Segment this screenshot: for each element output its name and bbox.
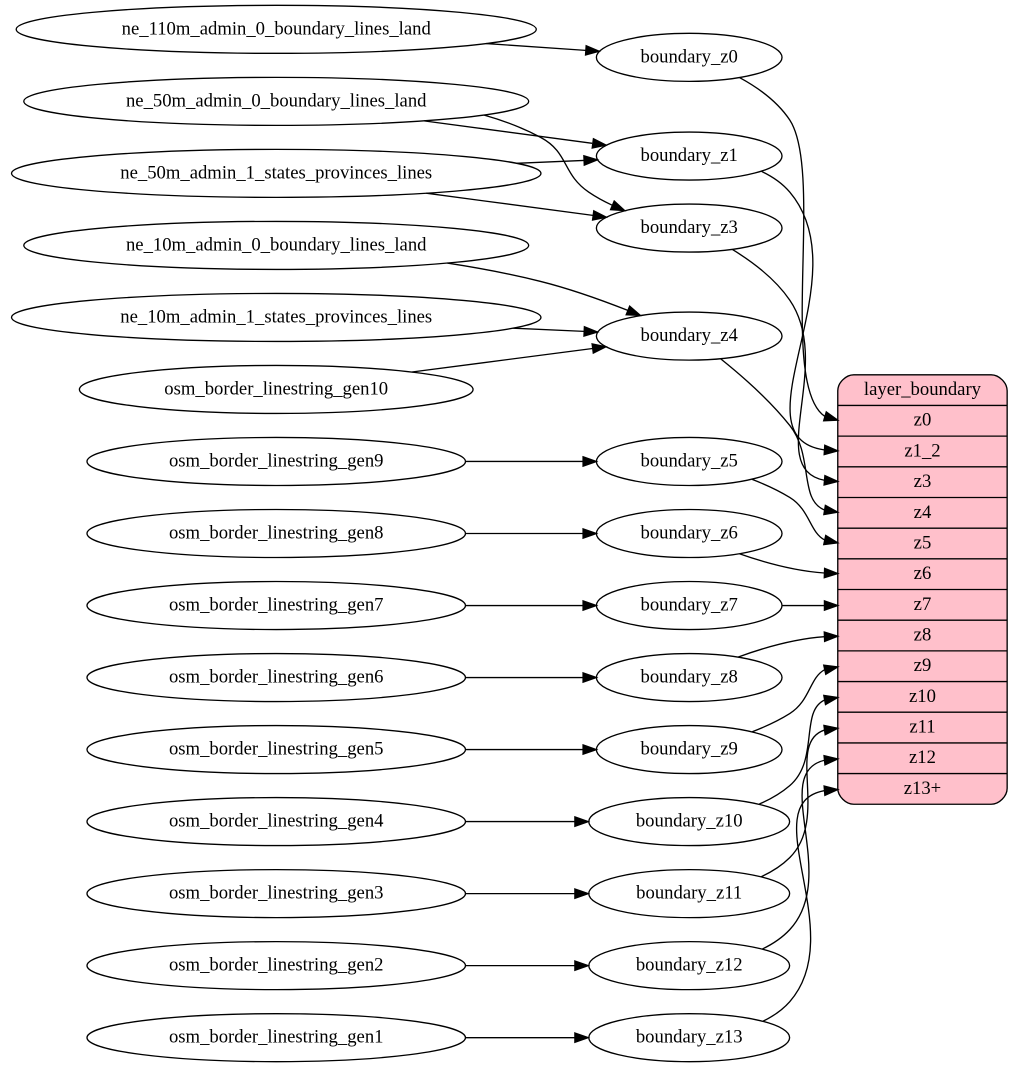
svg-text:z1_2: z1_2 — [904, 440, 940, 461]
svg-text:osm_border_linestring_gen7: osm_border_linestring_gen7 — [169, 594, 384, 615]
svg-text:ne_110m_admin_0_boundary_lines: ne_110m_admin_0_boundary_lines_land — [122, 18, 432, 39]
svg-text:osm_border_linestring_gen5: osm_border_linestring_gen5 — [169, 739, 384, 760]
svg-text:boundary_z7: boundary_z7 — [640, 594, 737, 615]
svg-text:z0: z0 — [914, 410, 932, 431]
svg-text:boundary_z1: boundary_z1 — [640, 145, 737, 166]
svg-text:boundary_z9: boundary_z9 — [640, 739, 737, 760]
svg-text:boundary_z8: boundary_z8 — [640, 666, 737, 687]
svg-text:osm_border_linestring_gen2: osm_border_linestring_gen2 — [169, 955, 384, 976]
svg-text:ne_10m_admin_1_states_province: ne_10m_admin_1_states_provinces_lines — [120, 306, 432, 327]
svg-text:z13+: z13+ — [904, 778, 941, 799]
svg-text:osm_border_linestring_gen8: osm_border_linestring_gen8 — [169, 522, 384, 543]
svg-text:ne_50m_admin_1_states_province: ne_50m_admin_1_states_provinces_lines — [120, 162, 432, 183]
svg-text:z9: z9 — [914, 655, 932, 676]
svg-text:osm_border_linestring_gen10: osm_border_linestring_gen10 — [164, 378, 388, 399]
svg-text:z4: z4 — [914, 502, 932, 523]
svg-text:layer_boundary: layer_boundary — [864, 379, 982, 400]
svg-text:boundary_z0: boundary_z0 — [640, 46, 737, 67]
svg-text:z12: z12 — [909, 747, 936, 768]
svg-text:boundary_z3: boundary_z3 — [640, 217, 737, 238]
svg-text:osm_border_linestring_gen9: osm_border_linestring_gen9 — [169, 450, 384, 471]
svg-text:boundary_z6: boundary_z6 — [640, 522, 737, 543]
svg-text:ne_10m_admin_0_boundary_lines_: ne_10m_admin_0_boundary_lines_land — [126, 234, 427, 255]
svg-text:z8: z8 — [914, 624, 932, 645]
svg-text:z3: z3 — [914, 471, 932, 492]
svg-text:boundary_z11: boundary_z11 — [636, 883, 742, 904]
svg-text:ne_50m_admin_0_boundary_lines_: ne_50m_admin_0_boundary_lines_land — [126, 90, 427, 111]
svg-text:z6: z6 — [914, 563, 932, 584]
svg-text:z7: z7 — [914, 594, 932, 615]
svg-text:z11: z11 — [909, 716, 935, 737]
svg-text:osm_border_linestring_gen1: osm_border_linestring_gen1 — [169, 1027, 384, 1048]
svg-text:osm_border_linestring_gen3: osm_border_linestring_gen3 — [169, 883, 384, 904]
svg-text:z5: z5 — [914, 532, 932, 553]
svg-text:boundary_z4: boundary_z4 — [640, 325, 738, 346]
svg-text:z10: z10 — [909, 686, 936, 707]
svg-text:boundary_z12: boundary_z12 — [636, 955, 743, 976]
svg-text:boundary_z13: boundary_z13 — [636, 1027, 743, 1048]
svg-text:osm_border_linestring_gen4: osm_border_linestring_gen4 — [169, 811, 384, 832]
svg-text:boundary_z5: boundary_z5 — [640, 450, 737, 471]
svg-text:boundary_z10: boundary_z10 — [636, 811, 743, 832]
svg-text:osm_border_linestring_gen6: osm_border_linestring_gen6 — [169, 666, 384, 687]
